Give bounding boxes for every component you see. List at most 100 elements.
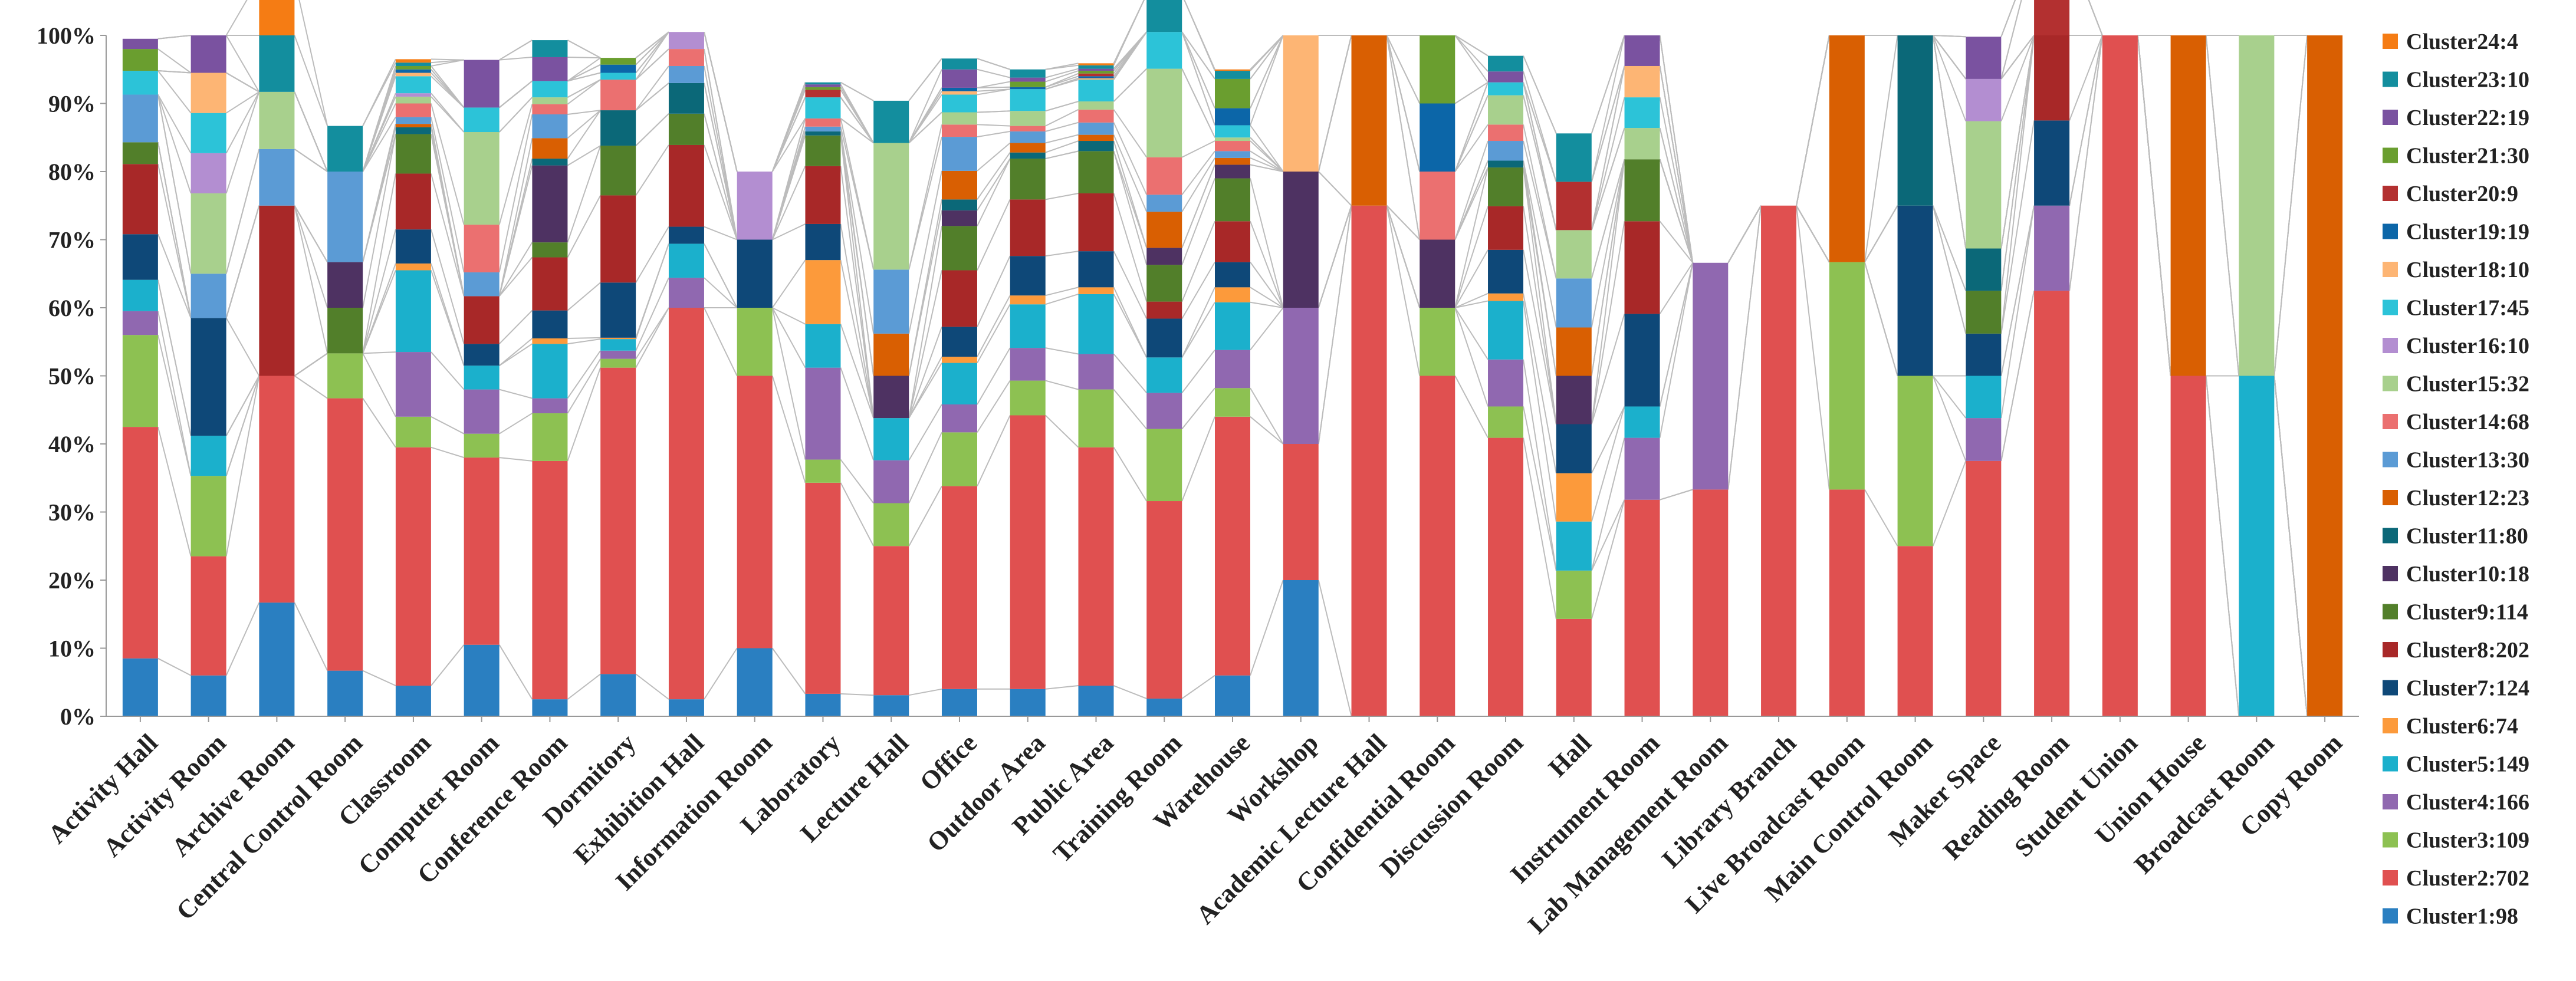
bar-segment-cluster7-124 (1556, 424, 1592, 473)
connector-line (977, 142, 1011, 172)
connector-line (1523, 71, 1557, 182)
connector-line (908, 111, 942, 144)
connector-line (362, 670, 396, 686)
bar-segment-cluster2-702 (1351, 205, 1387, 716)
bar-segment-cluster3-109 (737, 308, 773, 376)
bar-segment-cluster20-9 (805, 90, 841, 98)
bar-segment-cluster22-19 (532, 57, 568, 81)
bar-segment-cluster12-23 (1010, 143, 1046, 153)
connector-line (2069, 35, 2103, 206)
connector-line (1523, 124, 1557, 279)
bar-segment-cluster4-166 (600, 350, 636, 359)
bar-segment-cluster9-114 (532, 242, 568, 258)
bar-segment-cluster8-202 (941, 270, 977, 327)
connector-line (157, 657, 192, 676)
connector-line (840, 324, 875, 419)
bar-segment-cluster15-32 (1966, 121, 2002, 249)
connector-line (362, 173, 396, 354)
connector-line (1932, 375, 1967, 419)
connector-line (1454, 140, 1489, 240)
connector-line (1045, 347, 1079, 355)
bar-segment-cluster14-68 (532, 104, 568, 114)
connector-line (1317, 205, 1352, 308)
bar-segment-cluster14-68 (1488, 124, 1524, 141)
connector-line (771, 118, 806, 240)
legend-item-cluster9-114: Cluster9:114 (2383, 600, 2528, 625)
connector-line (1250, 178, 1284, 308)
y-tick-label: 80% (48, 159, 96, 185)
legend-swatch (2383, 414, 2398, 429)
y-tick-label: 60% (48, 295, 96, 321)
bar-segment-cluster4-166 (1624, 437, 1660, 500)
bar-segment-cluster3-109 (532, 413, 568, 461)
bar-stack-warehouse (1215, 69, 1250, 716)
bar-segment-cluster9-114 (1488, 167, 1524, 206)
connector-line (294, 205, 328, 263)
connector-line (1932, 376, 1967, 462)
connector-line (1591, 437, 1625, 571)
bar-segment-cluster13-30 (668, 65, 704, 83)
bar-segment-cluster3-109 (1897, 376, 1933, 547)
bar-segment-cluster15-32 (873, 143, 909, 270)
connector-line (431, 58, 464, 61)
connector-line (499, 39, 533, 61)
bar-segment-cluster2-702 (122, 427, 158, 659)
bar-segment-cluster23-10 (532, 40, 568, 57)
connector-line (840, 482, 875, 547)
connector-line (1250, 150, 1284, 172)
connector-line (1932, 35, 1967, 80)
bar-segment-cluster12-23 (2307, 35, 2343, 716)
bar-segment-cluster13-30 (1078, 122, 1114, 135)
connector-line (157, 279, 192, 436)
connector-line (977, 158, 1011, 211)
connector-line (1181, 31, 1215, 126)
bar-segment-cluster11-80 (668, 83, 704, 114)
connector-line (1181, 140, 1215, 158)
y-tick-label: 0% (60, 703, 96, 730)
connector-line (567, 56, 601, 59)
connector-line (1250, 124, 1284, 172)
bar-segment-cluster17-45 (941, 94, 977, 113)
connector-line (498, 310, 533, 344)
bar-segment-cluster12-23 (941, 170, 977, 200)
bar-segment-cluster22-19 (464, 60, 500, 108)
connector-line (772, 307, 806, 325)
connector-line (635, 48, 669, 80)
bar-segment-cluster1-98 (941, 689, 977, 716)
connector-line (1454, 95, 1489, 172)
legend-label: Cluster13:30 (2406, 448, 2529, 473)
connector-line (1250, 35, 1284, 80)
connector-line (1591, 314, 1625, 424)
bar-segment-cluster1-98 (1078, 686, 1114, 716)
connector-line (567, 110, 602, 159)
legend-label: Cluster10:18 (2406, 562, 2529, 587)
connector-line (1454, 307, 1489, 360)
bar-segment-cluster3-109 (1078, 389, 1114, 447)
bar-stack-archive-room (259, 0, 295, 716)
bar-segment-cluster4-166 (532, 398, 568, 414)
bar-stack-live-broadcast-room (1829, 35, 1865, 716)
legend-label: Cluster14:68 (2406, 410, 2529, 434)
bar-segment-cluster9-114 (668, 113, 704, 145)
bar-segment-cluster2-702 (1215, 416, 1250, 676)
bar-segment-cluster4-166 (873, 460, 909, 503)
connector-line (1045, 73, 1079, 88)
bar-segment-cluster4-166 (941, 404, 977, 433)
bar-segment-cluster7-124 (122, 234, 158, 280)
bar-segment-cluster2-702 (1556, 618, 1592, 716)
bar-segment-cluster1-98 (259, 603, 295, 716)
connector-line (225, 317, 260, 376)
connector-line (704, 307, 738, 376)
legend-label: Cluster3:109 (2406, 828, 2529, 853)
bar-segment-cluster11-80 (1010, 152, 1046, 159)
bar-segment-cluster5-149 (873, 418, 909, 460)
connector-line (567, 64, 601, 82)
bar-stack-union-house (2170, 35, 2206, 716)
connector-line (1454, 307, 1489, 407)
connector-line (704, 226, 738, 241)
bar-segment-cluster11-80 (1897, 35, 1933, 206)
bar-segment-cluster12-23 (1556, 327, 1592, 376)
connector-line (1181, 416, 1215, 502)
bar-stack-lecture-hall (873, 100, 909, 716)
